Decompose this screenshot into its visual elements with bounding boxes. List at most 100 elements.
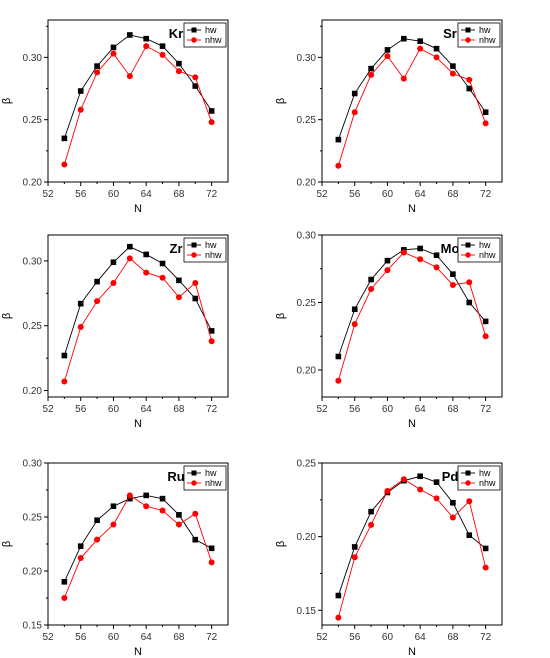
data-point-nhw <box>368 71 375 78</box>
data-point-nhw <box>110 50 117 57</box>
data-point-hw <box>335 353 342 360</box>
y-axis-label: β <box>275 98 287 104</box>
data-point-nhw <box>110 521 117 528</box>
series-line-nhw <box>337 478 487 618</box>
legend-marker-hw <box>191 27 197 33</box>
data-point-hw <box>192 83 199 89</box>
data-point-nhw <box>143 43 150 50</box>
data-point-hw <box>466 299 473 306</box>
legend-box <box>457 22 501 48</box>
x-tick-label: 60 <box>108 404 120 415</box>
data-point-nhw <box>61 161 68 168</box>
legend-box <box>183 237 227 263</box>
x-tick-label: 60 <box>108 189 120 200</box>
data-point-hw <box>208 108 215 114</box>
data-point-nhw <box>192 510 199 517</box>
data-point-hw <box>143 251 149 258</box>
data-point-hw <box>77 300 84 307</box>
series-line-hw <box>337 38 487 140</box>
x-tick-label: 60 <box>382 404 394 415</box>
data-point-hw <box>208 328 215 334</box>
data-point-nhw <box>417 45 424 52</box>
y-tick-label: 0.20 <box>23 386 43 397</box>
data-point-hw <box>368 508 374 515</box>
x-axis-label: N <box>134 646 142 658</box>
legend-marker-hw <box>191 470 197 476</box>
series-line-hw <box>63 246 213 356</box>
legend-marker-nhw <box>191 252 197 258</box>
y-axis-label: β <box>275 313 287 319</box>
data-point-hw <box>208 545 215 552</box>
legend-marker-nhw <box>465 37 471 43</box>
y-tick-label: 0.25 <box>23 115 43 126</box>
data-point-nhw <box>351 109 358 116</box>
legend-marker-nhw <box>465 252 471 258</box>
data-point-hw <box>466 85 473 92</box>
x-tick-label: 72 <box>480 632 492 643</box>
data-point-hw <box>127 32 133 38</box>
y-tick-label: 0.30 <box>297 53 317 64</box>
data-point-hw <box>368 276 374 283</box>
data-point-hw <box>450 271 456 277</box>
x-tick-label: 52 <box>42 404 54 415</box>
x-tick-label: 64 <box>415 404 427 415</box>
data-point-nhw <box>368 286 375 292</box>
x-axis-label: N <box>408 418 416 430</box>
data-point-nhw <box>400 476 407 483</box>
data-point-nhw <box>466 279 473 286</box>
legend-box <box>457 237 501 263</box>
legend-label-hw: hw <box>205 25 217 35</box>
data-point-hw <box>450 63 456 69</box>
data-point-nhw <box>433 495 440 502</box>
data-point-nhw <box>159 507 166 514</box>
data-point-hw <box>127 243 133 250</box>
y-axis-label: β <box>1 541 13 547</box>
data-point-hw <box>482 318 489 325</box>
y-tick-label: 0.30 <box>23 459 43 470</box>
series-line-nhw <box>337 48 487 166</box>
data-point-nhw <box>61 595 68 601</box>
data-point-nhw <box>433 54 440 61</box>
x-tick-label: 68 <box>447 404 459 415</box>
x-tick-label: 72 <box>206 189 218 200</box>
series-line-hw <box>337 475 486 596</box>
data-point-nhw <box>208 559 215 566</box>
x-tick-label: 68 <box>173 404 185 415</box>
data-point-hw <box>159 495 166 502</box>
y-tick-label: 0.30 <box>23 53 43 64</box>
panel-title: Mo <box>441 241 460 256</box>
data-point-nhw <box>417 486 424 493</box>
data-point-nhw <box>384 53 391 60</box>
data-point-nhw <box>126 492 133 499</box>
data-point-hw <box>368 65 374 72</box>
data-point-nhw <box>77 106 84 113</box>
data-point-nhw <box>433 264 440 271</box>
y-tick-label: 0.25 <box>23 321 43 332</box>
y-tick-label: 0.20 <box>297 532 317 543</box>
panel-title: Kr <box>169 26 183 41</box>
y-axis-label: β <box>1 313 13 319</box>
data-point-hw <box>433 45 440 52</box>
x-tick-label: 68 <box>447 189 459 200</box>
x-tick-label: 52 <box>316 632 328 643</box>
y-axis-label: β <box>1 98 13 104</box>
x-tick-label: 72 <box>206 632 218 643</box>
data-point-nhw <box>175 294 182 301</box>
data-point-hw <box>110 44 117 51</box>
panel-title: Sr <box>443 26 457 41</box>
x-tick-label: 52 <box>316 189 328 200</box>
data-point-hw <box>159 260 166 267</box>
data-point-nhw <box>175 521 182 528</box>
series-line-nhw <box>337 252 487 381</box>
data-point-hw <box>433 479 440 485</box>
data-point-hw <box>176 512 182 518</box>
data-point-nhw <box>466 76 473 83</box>
data-point-hw <box>401 35 407 42</box>
data-point-nhw <box>126 73 133 80</box>
data-point-nhw <box>159 51 166 58</box>
legend-label-hw: hw <box>205 240 217 250</box>
series-line-nhw <box>63 45 213 165</box>
